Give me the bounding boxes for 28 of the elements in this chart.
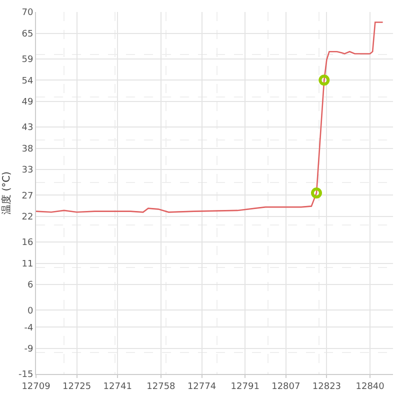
y-tick-label: -4 — [24, 323, 34, 334]
y-tick-label: 16 — [22, 238, 34, 248]
x-tick-label: 12725 — [62, 382, 92, 392]
x-tick-label: 12709 — [22, 382, 51, 392]
y-tick-label: -9 — [24, 344, 34, 355]
x-tick-label: 12807 — [272, 382, 300, 392]
x-tick-label: 12758 — [146, 382, 176, 392]
y-tick-label: 22 — [22, 212, 34, 223]
y-tick-label: 49 — [22, 98, 34, 108]
y-tick-label: 33 — [22, 166, 34, 176]
y-tick-label: 6 — [27, 280, 34, 291]
x-tick-label: 12741 — [103, 382, 132, 392]
x-tick-label: 12823 — [312, 382, 342, 392]
y-tick-label: 70 — [22, 8, 34, 18]
y-tick-label: 59 — [22, 55, 34, 65]
y-tick-label: 38 — [22, 144, 34, 154]
y-tick-label: -15 — [18, 370, 34, 380]
x-tick-label: 12791 — [230, 382, 260, 392]
y-tick-label: 43 — [22, 123, 34, 134]
y-tick-label: 54 — [22, 76, 34, 86]
y-axis-title: 温度 (°C) — [0, 171, 12, 214]
y-tick-label: 0 — [27, 306, 34, 316]
y-tick-label: 65 — [22, 29, 34, 40]
y-tick-label: 27 — [22, 191, 34, 202]
line-series — [36, 22, 384, 213]
y-tick-label: 11 — [22, 259, 34, 270]
x-tick-label: 12840 — [356, 382, 385, 392]
x-tick-label: 12774 — [187, 382, 216, 392]
